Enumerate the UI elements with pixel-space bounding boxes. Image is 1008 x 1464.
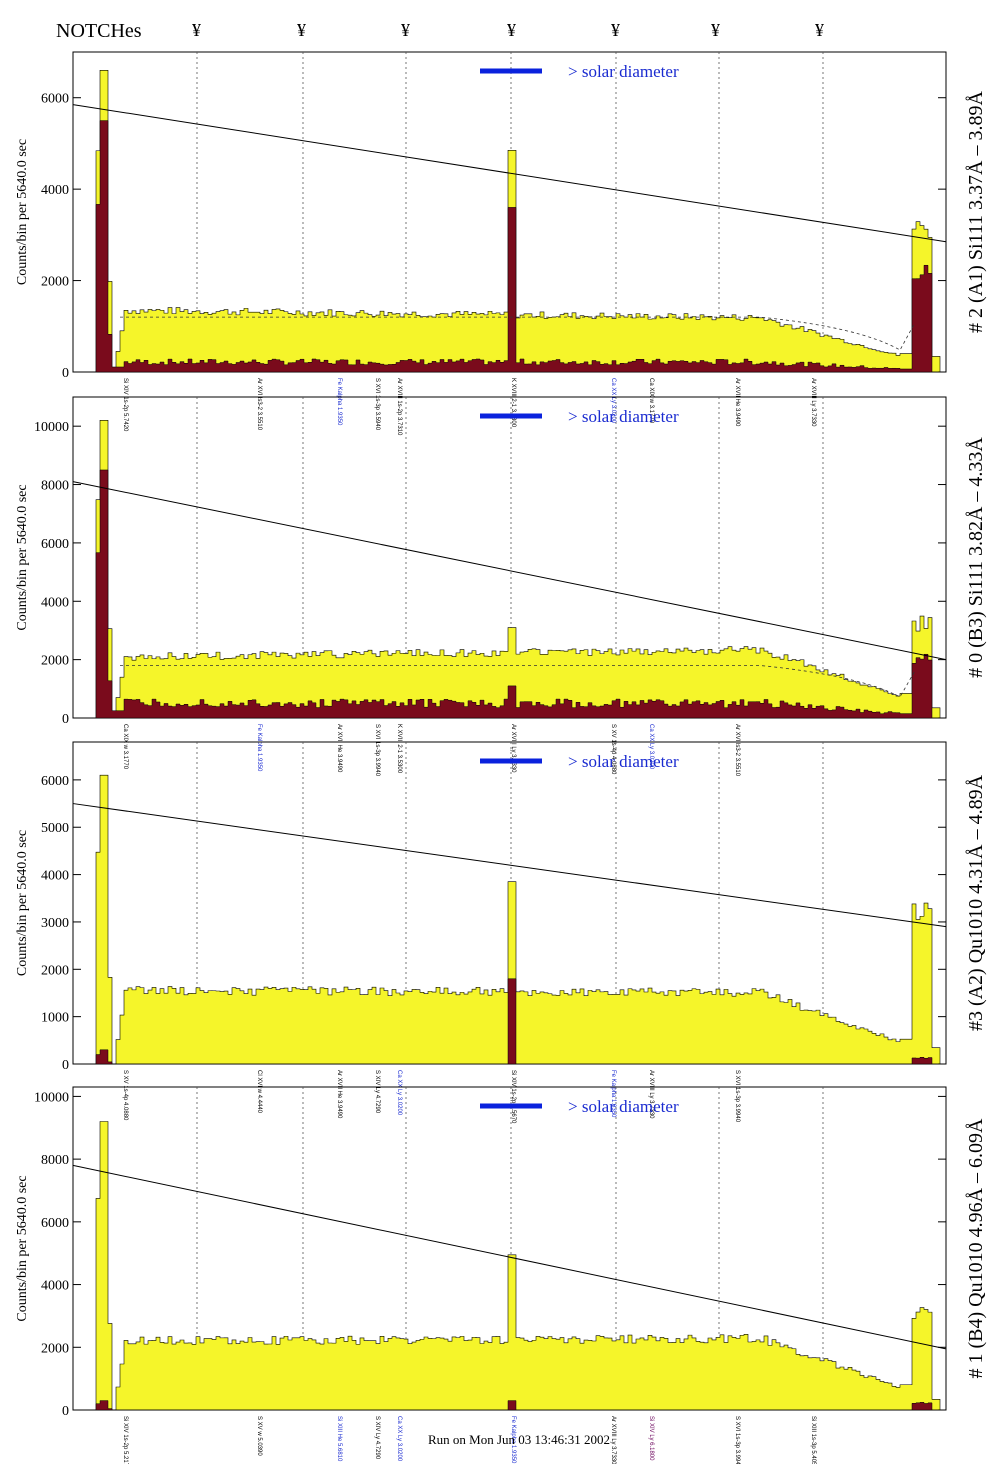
spectral-line-label: Ar XVII He 3.9490 bbox=[734, 378, 740, 427]
spectral-line-label: Ar XVI ls3-2 3.5510 bbox=[256, 378, 262, 431]
spectral-line-label: Ar XVIII Ly 3.7330 bbox=[648, 1070, 654, 1119]
spectral-line-label: Ar XVII He 3.9490 bbox=[336, 724, 342, 773]
y-tick-label: 6000 bbox=[41, 537, 69, 552]
y-tick-label: 8000 bbox=[41, 1153, 69, 1168]
spectral-line-label: S XV 1s-4p 4.0880 bbox=[122, 1070, 128, 1121]
spectral-line-label: Si XIV 1s-2p 5.2170 bbox=[122, 1416, 128, 1464]
total-counts-histogram bbox=[84, 774, 941, 1065]
run-timestamp: Run on Mon Jun 03 13:46:31 2002 bbox=[428, 1432, 611, 1447]
spectral-line-label: S XV 1s-4p 4.0880 bbox=[610, 724, 616, 775]
spectral-line-label: Fe Kalpha 1.9350 bbox=[336, 378, 342, 426]
spectral-line-label: Ar XVI ls3-2 3.5510 bbox=[734, 724, 740, 777]
solar-diameter-label: > solar diameter bbox=[568, 1097, 679, 1116]
spectral-line-label: S XV w 5.0390 bbox=[256, 1416, 262, 1456]
notch-marker: ¥ bbox=[815, 20, 824, 40]
part-counts-histogram bbox=[84, 978, 940, 1065]
spectral-line-label: Si XIII He 5.6810 bbox=[336, 1416, 342, 1462]
spectral-line-label: K XVIII 2-1 3.5300 bbox=[510, 378, 516, 428]
y-tick-label: 4000 bbox=[41, 183, 69, 198]
spectral-line-label: Ar XVIII Ly 3.7330 bbox=[810, 378, 816, 427]
part-counts-histogram bbox=[84, 469, 940, 719]
y-tick-label: 10000 bbox=[34, 1090, 69, 1105]
spectral-line-label: Ca XX Ly 3.0200 bbox=[648, 724, 654, 770]
spectral-line-label: Fe Kalpha 1.9350 bbox=[510, 1416, 516, 1464]
y-tick-label: 1000 bbox=[41, 1011, 69, 1026]
y-tick-label: 2000 bbox=[41, 1341, 69, 1356]
spectral-line-label: Ar XVII He 3.9490 bbox=[336, 1070, 342, 1119]
spectral-line-label: Ca XX Ly 3.0200 bbox=[396, 1416, 402, 1462]
y-tick-label: 2000 bbox=[41, 963, 69, 978]
spectral-line-label: S XVI 1s-3p 3.9940 bbox=[374, 724, 380, 777]
spectral-line-label: Si XIV 1s-2p 5.7420 bbox=[122, 378, 128, 432]
spectral-line-label: S XVI 1s-3p 3.5940 bbox=[374, 378, 380, 431]
solar-diameter-label: > solar diameter bbox=[568, 752, 679, 771]
part-counts-histogram bbox=[84, 1400, 940, 1411]
trend-line bbox=[72, 104, 947, 243]
y-tick-label: 6000 bbox=[41, 92, 69, 107]
solar-diameter-label: > solar diameter bbox=[568, 407, 679, 426]
spectral-line-label: Fe Kalpha 1.9350 bbox=[610, 1070, 616, 1118]
y-tick-label: 4000 bbox=[41, 595, 69, 610]
part-counts-histogram bbox=[84, 120, 940, 373]
panel-instrument-label: # 0 (B3) Si111 3.82Å – 4.33Å bbox=[965, 437, 987, 678]
spectral-line-label: S XIV Ly 4.7290 bbox=[374, 1070, 380, 1114]
y-tick-label: 6000 bbox=[41, 1216, 69, 1231]
solar-diameter-label: > solar diameter bbox=[568, 62, 679, 81]
y-tick-label: 4000 bbox=[41, 1279, 69, 1294]
spectral-line-label: Si XIV Ly 6.1800 bbox=[648, 1416, 654, 1461]
spectral-line-label: Ca XIX w 3.1770 bbox=[122, 724, 128, 770]
panel-instrument-label: # 1 (B4) Qu1010 4.96Å – 6.09Å bbox=[965, 1118, 987, 1379]
notch-marker: ¥ bbox=[507, 20, 516, 40]
spectral-line-label: Ar XVIII Ly 3.7330 bbox=[610, 1416, 616, 1464]
spectral-line-label: Ca XX Ly 3.0200 bbox=[610, 378, 616, 424]
panel-b4: 0 2000 4000 6000 8000 10000 Counts/bin per 564… bbox=[15, 1086, 987, 1464]
spectral-line-label: Fe Kalpha 1.9350 bbox=[256, 724, 262, 772]
y-tick-label: 0 bbox=[62, 1404, 69, 1419]
panel-b3: 0 2000 4000 6000 8000 10000 Counts/bin per 564… bbox=[15, 396, 987, 777]
spectral-line-label: Si XIII 1s-3p 5.4050 bbox=[810, 1416, 816, 1464]
y-tick-label: 5000 bbox=[41, 821, 69, 836]
trend-line bbox=[72, 481, 947, 661]
y-axis-label: Counts/bin per 5640.0 sec bbox=[15, 830, 30, 976]
y-tick-label: 0 bbox=[62, 712, 69, 727]
panel-a1: 0 2000 4000 6000 Counts/bin per 5640.0 sec # … bbox=[15, 51, 987, 436]
y-tick-label: 2000 bbox=[41, 654, 69, 669]
trend-line bbox=[72, 803, 947, 928]
spectral-line-label: Ca XIX w 3.1770 bbox=[648, 378, 654, 424]
spectral-line-label: Cl XVI w 4.4440 bbox=[256, 1070, 262, 1114]
notch-marker: ¥ bbox=[711, 20, 720, 40]
spectral-line-label: Ca XX Ly 3.0200 bbox=[396, 1070, 402, 1116]
y-tick-label: 2000 bbox=[41, 275, 69, 290]
spectral-line-label: S XVI 1s-3p 3.9940 bbox=[734, 1416, 740, 1464]
spectral-line-label: S XVI 1s-3p 3.9940 bbox=[734, 1070, 740, 1123]
spectral-line-label: Ar XVIII 1s-2p 3.7310 bbox=[396, 378, 402, 436]
notch-marker: ¥ bbox=[401, 20, 410, 40]
spectral-line-label: Ar XVIII Ly 3.7330 bbox=[510, 724, 516, 773]
trend-line bbox=[72, 1164, 947, 1350]
y-axis-label: Counts/bin per 5640.0 sec bbox=[15, 484, 30, 630]
spectral-line-label: Si XIV 1s-2p 4.5670 bbox=[510, 1070, 516, 1124]
panel-a2: 0 1000 2000 3000 4000 5000 6000 Counts/bin per … bbox=[15, 741, 987, 1124]
y-tick-label: 6000 bbox=[41, 774, 69, 789]
y-axis-label: Counts/bin per 5640.0 sec bbox=[15, 139, 30, 285]
y-axis-label: Counts/bin per 5640.0 sec bbox=[15, 1175, 30, 1321]
panel-instrument-label: # 2 (A1) Si111 3.37Å – 3.89Å bbox=[965, 91, 987, 333]
total-counts-histogram bbox=[84, 420, 941, 719]
notch-marker: ¥ bbox=[297, 20, 306, 40]
notch-marker: ¥ bbox=[192, 20, 201, 40]
notch-marker: ¥ bbox=[611, 20, 620, 40]
y-tick-label: 0 bbox=[62, 1058, 69, 1073]
spectral-line-label: K XVIII 2-1 3.5300 bbox=[396, 724, 402, 774]
y-tick-label: 8000 bbox=[41, 479, 69, 494]
total-counts-histogram bbox=[84, 1121, 941, 1411]
y-tick-label: 0 bbox=[62, 366, 69, 381]
y-tick-label: 3000 bbox=[41, 916, 69, 931]
y-tick-label: 10000 bbox=[34, 420, 69, 435]
panel-instrument-label: #3 (A2) Qu1010 4.31Å – 4.89Å bbox=[965, 774, 987, 1031]
spectral-line-label: S XIV Ly 4.7290 bbox=[374, 1416, 380, 1460]
y-tick-label: 4000 bbox=[41, 869, 69, 884]
notches-header: NOTCHes bbox=[56, 20, 142, 42]
